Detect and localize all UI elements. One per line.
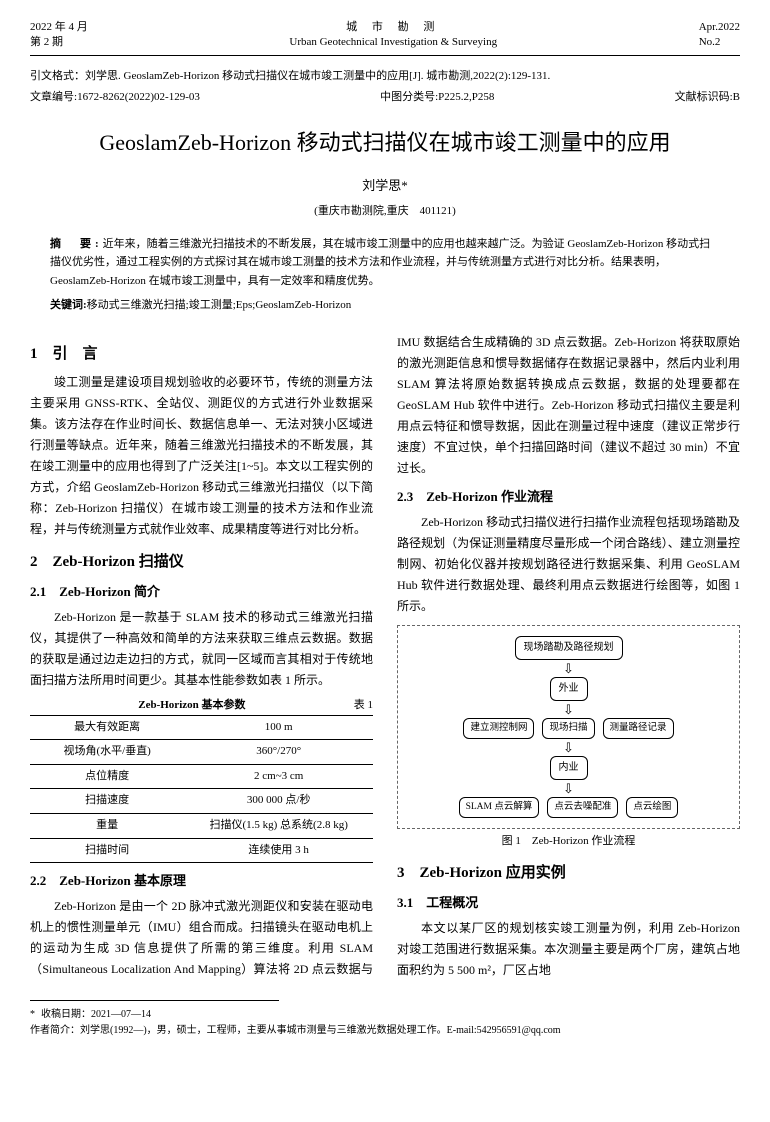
issue-number-en: No.2 <box>699 35 740 50</box>
section-1-heading: 1 引 言 <box>30 342 373 366</box>
fc-node-scan: 现场扫描 <box>542 718 594 739</box>
table-1-title: Zeb-Horizon 基本参数 <box>138 699 245 711</box>
footnote-author-bio: 作者简介：刘学思(1992—)，男，硕士，工程师，主要从事城市测量与三维激光数据… <box>30 1023 740 1039</box>
fc-node-path-record: 测量路径记录 <box>603 718 674 739</box>
keywords: 关键词:移动式三维激光扫描;竣工测量;Eps;GeoslamZeb-Horizo… <box>50 297 720 315</box>
section-2-2-heading: 2.2 Zeb-Horizon 基本原理 <box>30 871 373 892</box>
fc-node-control-net: 建立测控制网 <box>463 718 534 739</box>
section-3-1-heading: 3.1 工程概况 <box>397 893 740 914</box>
footnote-received: *收稿日期：2021—07—14 <box>30 1007 740 1023</box>
footnote-block: *收稿日期：2021—07—14 作者简介：刘学思(1992—)，男，硕士，工程… <box>30 1007 740 1039</box>
table-row: 视场角(水平/垂直)360°/270° <box>30 740 373 765</box>
fc-node-survey: 现场踏勘及路径规划 <box>515 636 623 660</box>
journal-name-cn: 城 市 勘 测 <box>289 20 497 35</box>
section-2-heading: 2 Zeb-Horizon 扫描仪 <box>30 550 373 574</box>
body-columns: 1 引 言 竣工测量是建设项目规划验收的必要环节，传统的测量方法主要采用 GNS… <box>30 332 740 982</box>
table-row: 扫描速度300 000 点/秒 <box>30 789 373 814</box>
keywords-label: 关键词: <box>50 299 87 311</box>
arrow-down-icon: ⇩ <box>406 662 731 675</box>
table-1: 最大有效距离100 m 视场角(水平/垂直)360°/270° 点位精度2 cm… <box>30 715 373 864</box>
fc-node-slam: SLAM 点云解算 <box>459 797 540 818</box>
abstract-label: 摘 要: <box>50 238 103 250</box>
issue-date: 2022 年 4 月 <box>30 20 88 35</box>
abstract-text: 近年来，随着三维激光扫描技术的不断发展，其在城市竣工测量中的应用也越来越广泛。为… <box>50 238 710 287</box>
page-header: 2022 年 4 月 第 2 期 城 市 勘 测 Urban Geotechni… <box>30 20 740 56</box>
table-row: 最大有效距离100 m <box>30 715 373 740</box>
section-1-p1: 竣工测量是建设项目规划验收的必要环节，传统的测量方法主要采用 GNSS-RTK、… <box>30 372 373 540</box>
fc-node-denoise: 点云去噪配准 <box>547 797 618 818</box>
article-number: 文章编号:1672-8262(2022)02-129-03 <box>30 89 200 107</box>
keywords-text: 移动式三维激光扫描;竣工测量;Eps;GeoslamZeb-Horizon <box>87 299 352 311</box>
table-row: 点位精度2 cm~3 cm <box>30 764 373 789</box>
journal-name-en: Urban Geotechnical Investigation & Surve… <box>289 35 497 50</box>
section-3-heading: 3 Zeb-Horizon 应用实例 <box>397 861 740 885</box>
issue-number: 第 2 期 <box>30 35 88 50</box>
asterisk-icon: * <box>30 1009 35 1020</box>
table-row: 扫描时间连续使用 3 h <box>30 838 373 863</box>
table-1-caption: Zeb-Horizon 基本参数 表 1 <box>30 697 373 715</box>
footnote-separator <box>30 1000 279 1001</box>
section-3-1-p1: 本文以某厂区的规划核实竣工测量为例，利用 Zeb-Horizon 对竣工范围进行… <box>397 918 740 981</box>
arrow-down-icon: ⇩ <box>406 741 731 754</box>
meta-row: 文章编号:1672-8262(2022)02-129-03 中图分类号:P225… <box>30 89 740 107</box>
table-row: 重量扫描仪(1.5 kg) 总系统(2.8 kg) <box>30 813 373 838</box>
fc-node-office: 内业 <box>550 756 588 780</box>
citation-line: 引文格式：刘学思. GeoslamZeb-Horizon 移动式扫描仪在城市竣工… <box>30 68 740 86</box>
arrow-down-icon: ⇩ <box>406 703 731 716</box>
header-left: 2022 年 4 月 第 2 期 <box>30 20 88 51</box>
table-1-block: Zeb-Horizon 基本参数 表 1 最大有效距离100 m 视场角(水平/… <box>30 697 373 863</box>
clc-number: 中图分类号:P225.2,P258 <box>380 89 494 107</box>
figure-1-flowchart: 现场踏勘及路径规划 ⇩ 外业 ⇩ 建立测控制网 现场扫描 测量路径记录 ⇩ 内业… <box>397 625 740 829</box>
table-1-number: 表 1 <box>354 697 373 715</box>
section-2-3-p1: Zeb-Horizon 移动式扫描仪进行扫描作业流程包括现场踏勘及路径规划（为保… <box>397 512 740 617</box>
figure-1-caption: 图 1 Zeb-Horizon 作业流程 <box>397 833 740 851</box>
section-2-1-heading: 2.1 Zeb-Horizon 简介 <box>30 582 373 603</box>
section-2-1-p1: Zeb-Horizon 是一款基于 SLAM 技术的移动式三维激光扫描仪，其提供… <box>30 607 373 691</box>
issue-date-en: Apr.2022 <box>699 20 740 35</box>
arrow-down-icon: ⇩ <box>406 782 731 795</box>
author-name: 刘学思* <box>30 176 740 197</box>
header-right: Apr.2022 No.2 <box>699 20 740 51</box>
section-2-3-heading: 2.3 Zeb-Horizon 作业流程 <box>397 487 740 508</box>
fc-node-draw: 点云绘图 <box>626 797 678 818</box>
article-title: GeoslamZeb-Horizon 移动式扫描仪在城市竣工测量中的应用 <box>30 125 740 160</box>
affiliation: (重庆市勘测院,重庆 401121) <box>30 203 740 221</box>
fc-node-fieldwork: 外业 <box>550 677 588 701</box>
abstract: 摘 要:近年来，随着三维激光扫描技术的不断发展，其在城市竣工测量中的应用也越来越… <box>50 235 720 291</box>
header-center: 城 市 勘 测 Urban Geotechnical Investigation… <box>289 20 497 51</box>
doc-code: 文献标识码:B <box>675 89 740 107</box>
